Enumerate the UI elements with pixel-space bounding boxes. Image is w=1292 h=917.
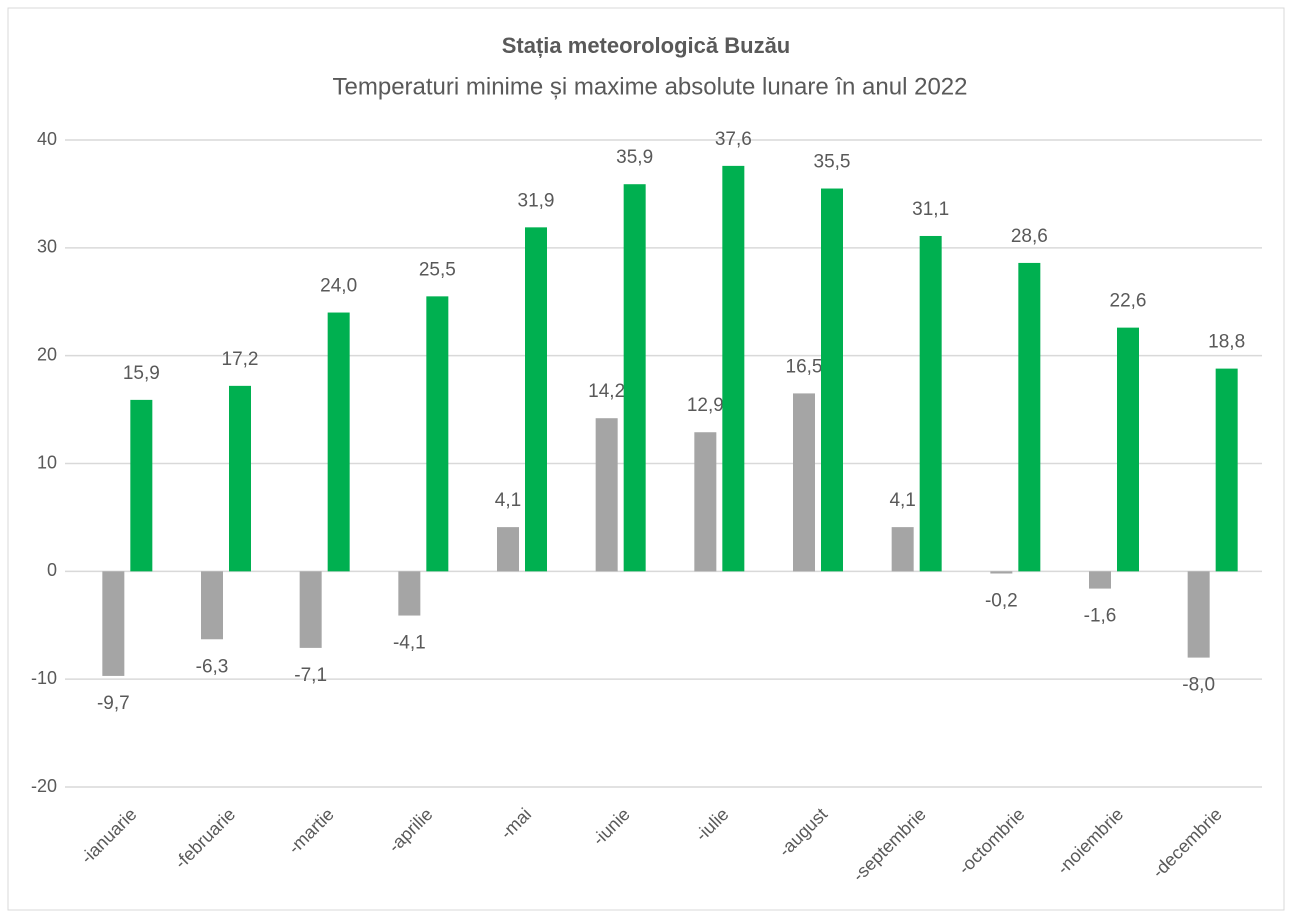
- bar: [497, 527, 519, 572]
- bar: [694, 432, 717, 572]
- data-label: 35,9: [616, 147, 653, 168]
- bar: [793, 393, 815, 572]
- data-label: 24,0: [320, 276, 357, 297]
- bar: [1117, 327, 1139, 572]
- y-tick-label: 30: [37, 237, 57, 257]
- bar: [229, 385, 251, 572]
- bar: [722, 165, 745, 572]
- data-label: -7,1: [294, 665, 327, 686]
- data-label: 17,2: [222, 349, 259, 370]
- data-label: 31,9: [518, 190, 555, 211]
- data-label: -4,1: [393, 633, 426, 654]
- data-label: 18,8: [1208, 332, 1245, 353]
- bar: [891, 527, 914, 572]
- y-tick-label: 40: [37, 129, 57, 149]
- data-label: -6,3: [196, 656, 229, 677]
- data-label: 22,6: [1110, 291, 1147, 312]
- bar: [1187, 571, 1210, 658]
- y-tick-label: 20: [37, 344, 57, 364]
- data-label: 15,9: [123, 363, 160, 384]
- y-tick-label: 10: [37, 452, 57, 472]
- data-label: 35,5: [814, 152, 851, 173]
- bar: [1089, 571, 1111, 589]
- data-label: 37,6: [715, 129, 752, 150]
- bar: [102, 571, 125, 676]
- chart-subtitle: Temperaturi minime și maxime absolute lu…: [333, 73, 968, 100]
- chart-title: Stația meteorologică Buzău: [502, 33, 791, 58]
- data-label: -9,7: [97, 693, 130, 714]
- chart-border: [7, 7, 1285, 911]
- data-label: -0,2: [985, 591, 1018, 612]
- data-label: 14,2: [588, 381, 625, 402]
- data-label: 4,1: [495, 490, 521, 511]
- bar: [201, 571, 223, 640]
- data-label: -8,0: [1182, 675, 1215, 696]
- bar: [821, 188, 843, 572]
- data-label: 28,6: [1011, 226, 1048, 247]
- bar: [299, 571, 322, 648]
- data-label: 12,9: [687, 395, 724, 416]
- bar: [1018, 262, 1041, 572]
- bar: [623, 184, 646, 572]
- bar: [398, 571, 421, 616]
- bar: [327, 312, 350, 572]
- bar: [525, 227, 547, 572]
- bar: [426, 296, 449, 572]
- data-label: 4,1: [889, 490, 915, 511]
- data-label: -1,6: [1084, 606, 1117, 627]
- y-tick-label: -20: [31, 776, 57, 796]
- data-label: 16,5: [786, 356, 823, 377]
- data-label: 31,1: [912, 199, 949, 220]
- bar: [130, 399, 153, 572]
- bar: [1215, 368, 1238, 572]
- y-tick-label: -10: [31, 668, 57, 688]
- y-tick-label: 0: [47, 560, 57, 580]
- bar: [595, 418, 618, 572]
- data-label: 25,5: [419, 259, 456, 280]
- bar: [919, 235, 942, 572]
- bar: [990, 571, 1013, 574]
